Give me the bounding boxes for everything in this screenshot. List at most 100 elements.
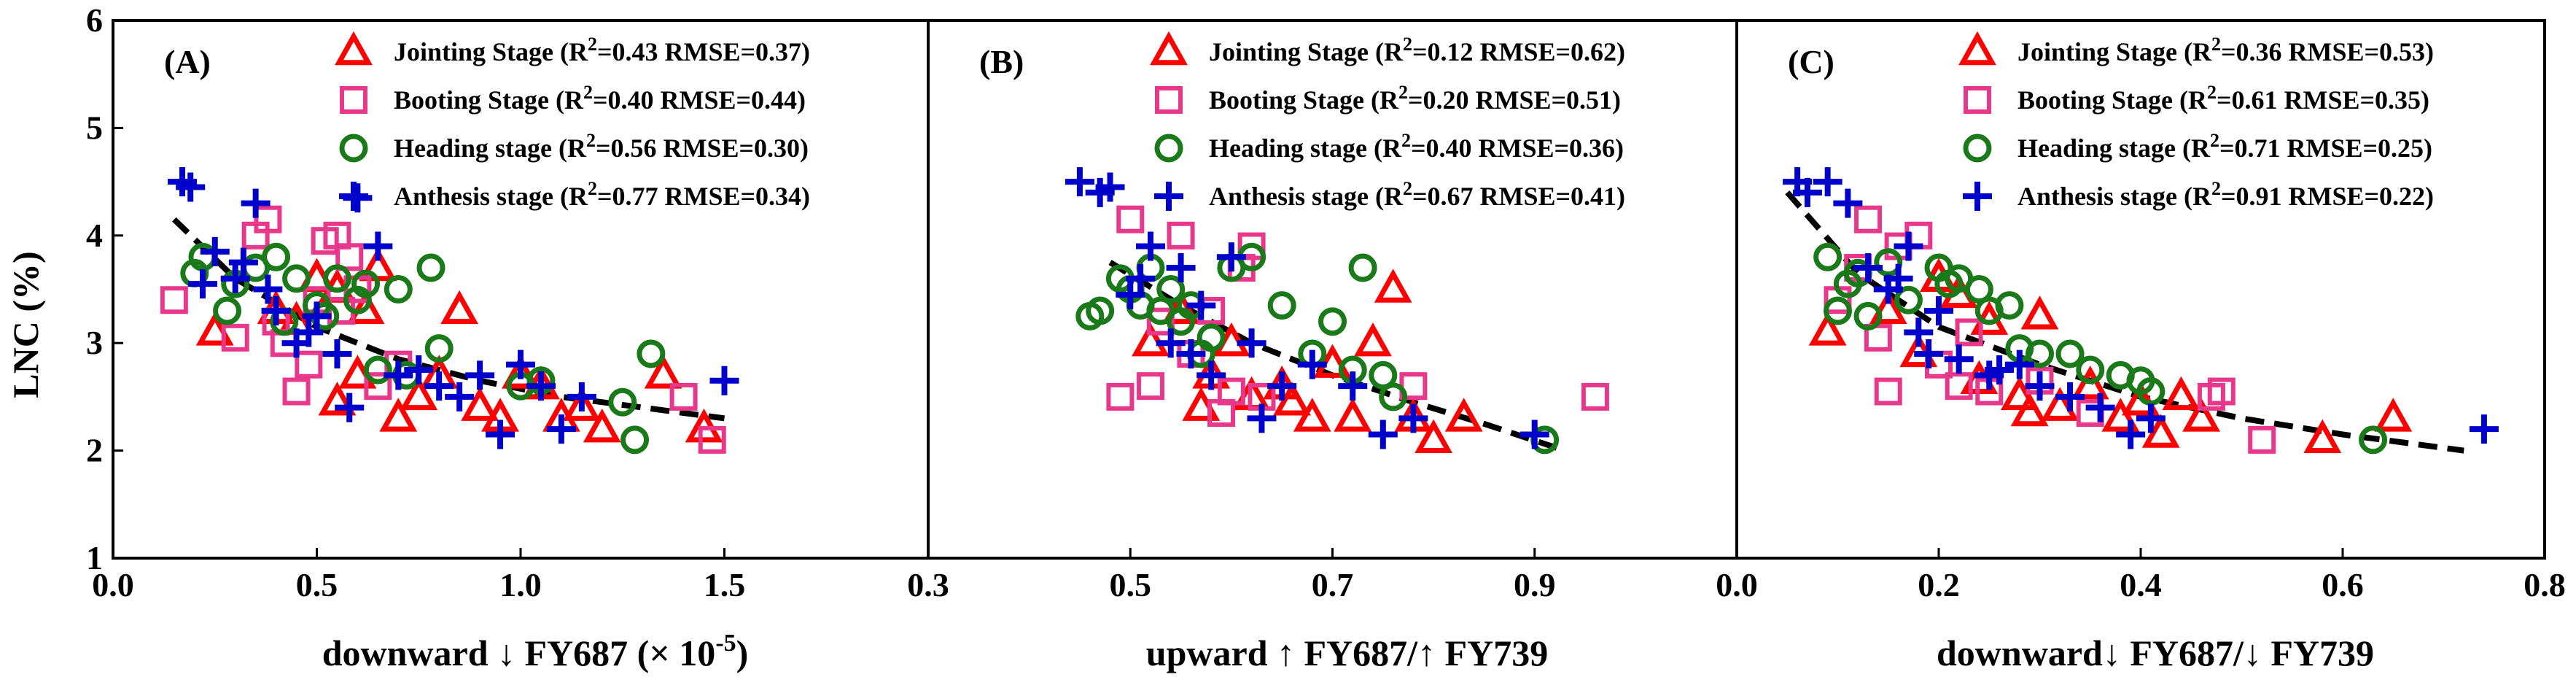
data-point-plus (241, 188, 271, 218)
data-point-plus (1792, 177, 1822, 207)
data-point-plus (2055, 382, 2085, 411)
data-point-circle (1379, 382, 1408, 411)
data-point-circle (1156, 275, 1186, 304)
data-point-circle (620, 425, 650, 455)
data-point-plus (339, 182, 368, 211)
data-point-plus (1985, 355, 2015, 385)
data-point-plus (404, 355, 434, 385)
data-point-circle (322, 264, 351, 293)
data-point-plus (2004, 349, 2034, 379)
legend-entry: Anthesis stage (R2=0.91 RMSE=0.22) (2017, 178, 2434, 211)
x-tick-label: 0.9 (1514, 566, 1556, 603)
data-point-square (1854, 205, 1883, 233)
chart-panels: 1 2 3 4 5 6 0.0 0.5 1.0 1.5 downward ↓ FY687 (× 10… (86, 1, 2566, 673)
data-point-square (364, 372, 392, 401)
data-point-square (1155, 86, 1183, 114)
data-point-triangle (2182, 398, 2221, 432)
data-point-square (221, 323, 249, 352)
data-point-plus (1065, 167, 1094, 197)
data-point-plus (1116, 279, 1145, 309)
data-point-triangle (1374, 268, 1412, 303)
x-tick-label: 0.6 (2322, 566, 2364, 603)
data-point-triangle (335, 31, 373, 66)
data-point-triangle (400, 376, 438, 411)
data-point-plus (384, 360, 413, 390)
data-point-triangle (644, 355, 682, 389)
data-point-plus (294, 317, 324, 347)
data-point-triangle (1293, 398, 1331, 432)
data-point-plus (187, 269, 217, 299)
y-tick-label: 2 (86, 432, 103, 469)
data-point-plus (1904, 317, 1934, 347)
data-point-square (254, 205, 282, 233)
data-point-triangle (2101, 398, 2140, 432)
data-point-triangle (1869, 290, 1907, 325)
data-point-plus (1156, 328, 1186, 358)
x-tick-label: 0.0 (1716, 566, 1758, 603)
data-point-square (1136, 372, 1164, 401)
data-point-circle (1874, 248, 1903, 277)
series-plus (1065, 167, 1549, 449)
data-point-plus (261, 295, 291, 325)
data-point-plus (424, 371, 454, 401)
data-point-plus (1924, 295, 1953, 325)
data-point-square (669, 382, 698, 411)
data-point-triangle (2020, 295, 2059, 330)
y-axis-label: LNC (%) (5, 251, 46, 398)
x-tick-label: 0.4 (2120, 566, 2162, 603)
data-point-circle (1196, 323, 1226, 352)
data-point-triangle (583, 408, 621, 443)
y-tick-label: 6 (86, 1, 103, 39)
data-point-plus (486, 420, 515, 449)
x-tick-label: 1.5 (704, 566, 746, 603)
data-point-plus (1944, 344, 1974, 374)
data-point-plus (1247, 403, 1277, 433)
legend: Jointing Stage (R2=0.12 RMSE=0.62) Bootin… (1150, 31, 1625, 211)
data-point-triangle (440, 290, 479, 325)
data-point-triangle (1958, 31, 1996, 66)
legend-entry: Heading stage (R2=0.56 RMSE=0.30) (394, 130, 809, 163)
data-point-triangle (2122, 382, 2160, 416)
data-point-square (2248, 425, 2276, 454)
data-point-triangle (318, 382, 357, 416)
data-point-plus (1154, 182, 1183, 211)
series-square (160, 205, 726, 454)
legend-entry: Booting Stage (R2=0.61 RMSE=0.35) (2017, 82, 2429, 115)
panel-label: (A) (164, 43, 211, 80)
data-point-circle (1894, 285, 1923, 314)
data-point-square (1106, 382, 1135, 411)
data-point-circle (608, 387, 637, 417)
data-point-plus (1176, 339, 1206, 368)
legend: Jointing Stage (R2=0.36 RMSE=0.53) Bootin… (1958, 31, 2434, 211)
data-point-triangle (2010, 392, 2049, 427)
data-point-circle (2136, 377, 2166, 406)
data-point-plus (546, 414, 576, 444)
data-point-triangle (2303, 419, 2342, 454)
data-point-plus (2025, 371, 2055, 401)
data-point-square (1146, 307, 1175, 336)
data-point-plus (335, 393, 365, 422)
data-point-square (698, 425, 726, 454)
data-point-square (1237, 232, 1266, 260)
x-tick-label: 0.5 (296, 566, 338, 603)
x-tick-label: 0.8 (2524, 566, 2566, 603)
data-point-square (2207, 377, 2235, 406)
data-point-triangle (1354, 322, 1392, 357)
data-point-triangle (562, 387, 601, 421)
data-point-plus (2469, 414, 2499, 444)
data-point-circle (1813, 242, 1842, 271)
data-point-circle (384, 275, 413, 304)
data-point-circle (363, 355, 392, 384)
data-point-plus (1095, 172, 1125, 202)
legend: Jointing Stage (R2=0.43 RMSE=0.37) Bootin… (335, 31, 810, 211)
data-point-square (282, 377, 311, 406)
x-axis-label: downward↓ FY687/↓ FY739 (1937, 633, 2374, 673)
data-point-plus (220, 263, 250, 293)
data-point-square (340, 86, 367, 114)
data-point-plus (2116, 420, 2146, 449)
data-point-plus (1267, 371, 1297, 401)
data-point-circle (1318, 307, 1347, 336)
data-point-square (1945, 372, 1973, 401)
data-point-plus (176, 172, 206, 202)
